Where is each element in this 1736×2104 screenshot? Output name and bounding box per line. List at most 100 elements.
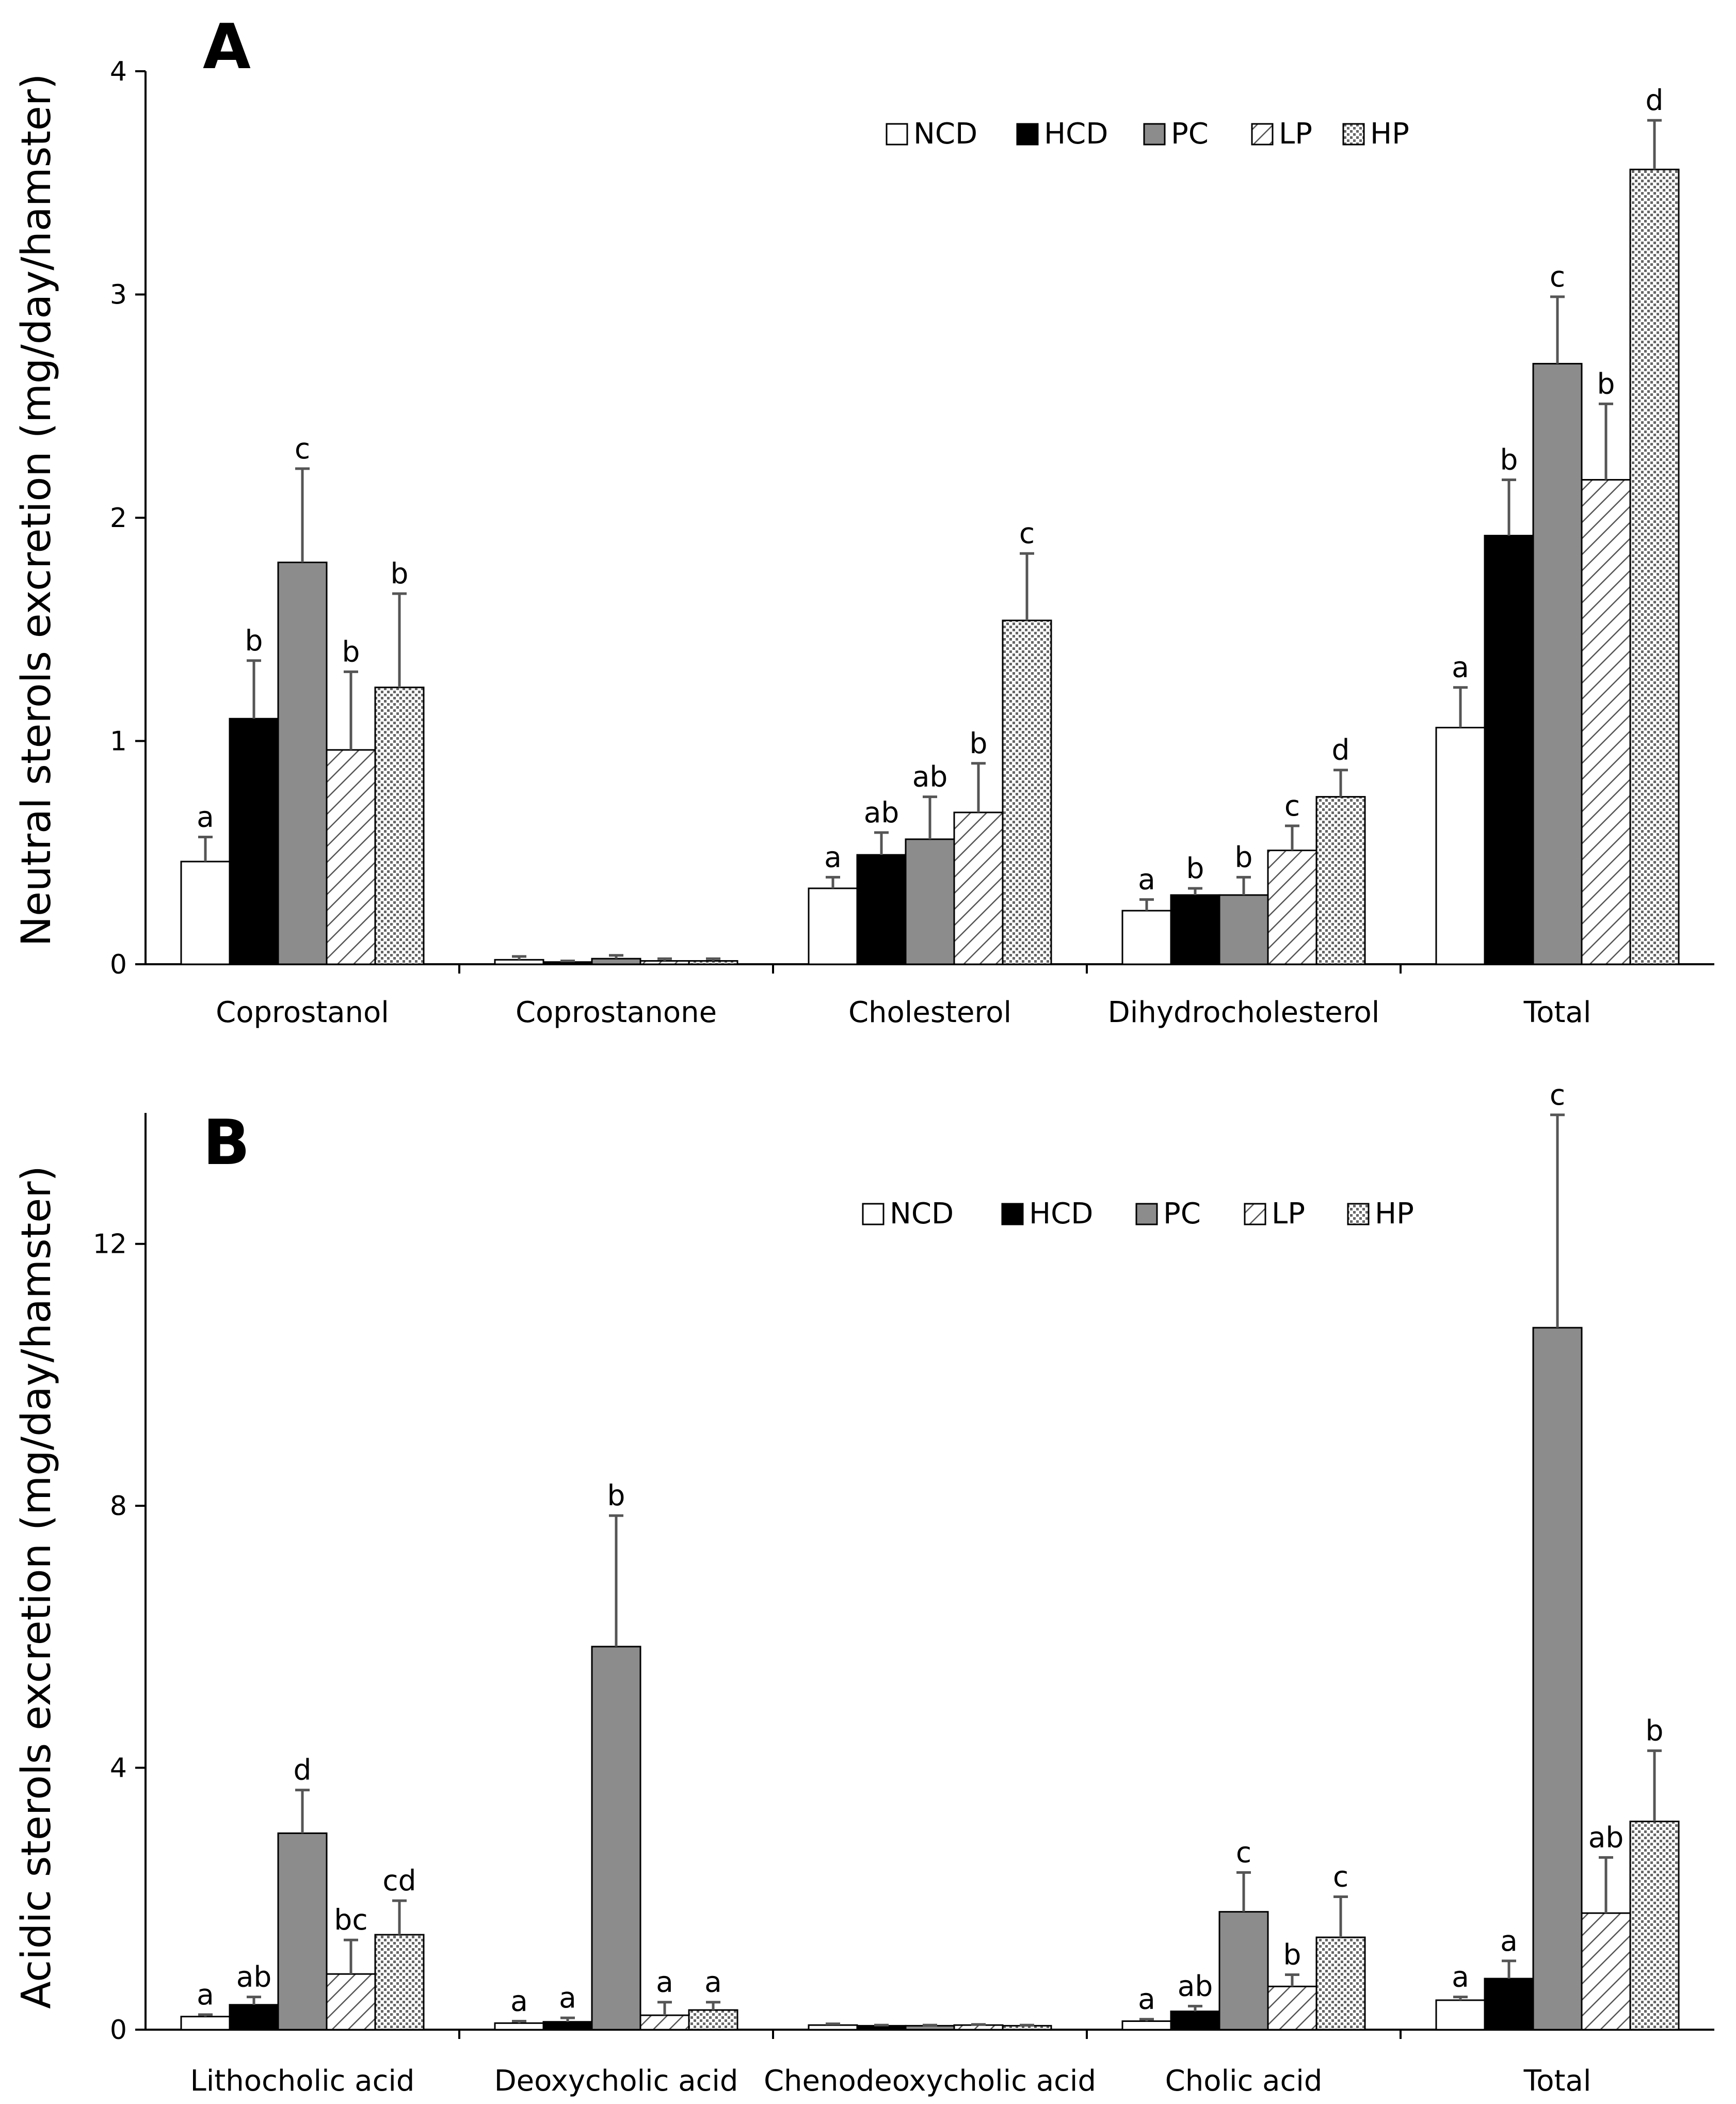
legend-item-hcd: HCD (1001, 1197, 1093, 1231)
bar-hcd (1484, 1978, 1534, 2031)
bar-pc (1218, 894, 1269, 965)
bar-hcd (1170, 2010, 1220, 2031)
legend-swatch (1251, 123, 1274, 146)
significance-letter: a (197, 1978, 214, 2011)
y-tick-label: 1 (110, 726, 127, 757)
bar-ncd (494, 2022, 544, 2031)
legend-label: LP (1279, 117, 1312, 151)
significance-letter: bc (334, 1903, 367, 1936)
significance-letter: b (970, 727, 988, 760)
x-tick-label: Lithocholic acid (190, 2064, 415, 2098)
x-tick-label: Chenodeoxycholic acid (764, 2064, 1096, 2098)
significance-letter: d (294, 1754, 312, 1787)
significance-letter: c (1550, 260, 1565, 293)
legend-swatch (1016, 123, 1039, 146)
panel-a-chart: A Neutral sterols excretion (mg/day/hams… (13, 11, 1714, 1029)
legend-swatch (1001, 1203, 1024, 1225)
legend-swatch (1244, 1203, 1266, 1225)
significance-letter: a (1138, 1983, 1155, 2016)
panel-b-legend: NCD HCD PC LP HP (862, 1197, 1414, 1231)
significance-letter: b (1186, 852, 1204, 885)
significance-letter: a (656, 1966, 673, 1999)
bar-ncd (494, 959, 544, 965)
bar-hp (1629, 168, 1680, 965)
bar-hcd (229, 718, 279, 965)
significance-letter: a (1500, 1924, 1518, 1957)
y-tick-label: 2 (110, 503, 127, 534)
bar-ncd (180, 860, 231, 965)
panel-a-legend: NCD HCD PC LP HP (886, 117, 1409, 151)
bar-ncd (1121, 2020, 1172, 2031)
legend-item-lp: LP (1251, 117, 1312, 151)
bar-hp (1629, 1821, 1680, 2031)
bar-hp (374, 1934, 425, 2031)
significance-letter: b (1235, 840, 1253, 873)
significance-letter: c (1333, 1860, 1348, 1893)
panel-a-axes: 0 1 2 3 4 Coprostanol Coprostanone Cholesterol D… (110, 56, 1714, 1029)
significance-letter: a (1452, 1960, 1469, 1994)
legend-swatch (1135, 1203, 1158, 1225)
significance-letter: a (510, 1985, 528, 2018)
significance-letter: b (607, 1479, 625, 1512)
bar-hcd (856, 854, 907, 965)
significance-letter: b (1283, 1938, 1301, 1971)
bar-lp (953, 2024, 1004, 2031)
legend-item-hcd: HCD (1016, 117, 1108, 151)
panel-b-y-axis-label: Acidic sterols excretion (mg/day/hamster… (13, 1166, 60, 2009)
bar-hcd (1484, 535, 1534, 965)
significance-letter: b (391, 557, 409, 590)
bar-hp (1002, 619, 1052, 965)
legend-swatch (1342, 123, 1365, 146)
bar-pc (905, 838, 955, 965)
bar-lp (1267, 849, 1317, 965)
panel-a-letter: A (203, 11, 251, 83)
panel-b-chart: B Acidic sterols excretion (mg/day/hamst… (13, 1078, 1714, 2098)
bar-pc (1532, 363, 1583, 965)
legend-label: HP (1370, 117, 1409, 151)
legend-label: HCD (1044, 117, 1108, 151)
panel-a-y-axis-label: Neutral sterols excretion (mg/day/hamste… (13, 74, 60, 947)
y-tick-label: 3 (110, 280, 127, 311)
bar-hp (688, 2009, 738, 2031)
legend-swatch (862, 1203, 885, 1225)
bar-pc (591, 958, 641, 965)
y-tick-label: 12 (93, 1229, 127, 1260)
legend-label: NCD (913, 117, 977, 151)
bar-pc (277, 1832, 328, 2031)
bar-pc (277, 562, 328, 965)
y-tick-label: 0 (110, 949, 127, 980)
bar-lp (953, 811, 1004, 965)
legend-label: HP (1375, 1197, 1414, 1231)
bar-lp (639, 960, 690, 965)
y-tick-label: 0 (110, 2015, 127, 2046)
significance-letter: a (559, 1981, 576, 2014)
bar-pc (591, 1646, 641, 2031)
significance-letter: b (1597, 367, 1615, 400)
x-tick-label: Cholic acid (1165, 2064, 1323, 2098)
bar-lp (1581, 479, 1631, 965)
significance-letter: b (245, 624, 263, 657)
bar-hp (374, 687, 425, 965)
legend-item-ncd: NCD (862, 1197, 954, 1231)
x-tick-label: Deoxycholic acid (494, 2064, 738, 2098)
bar-ncd (180, 2016, 231, 2031)
significance-letter: b (1646, 1714, 1664, 1747)
y-tick-label: 8 (110, 1491, 127, 1522)
legend-item-hp: HP (1347, 1197, 1414, 1231)
legend-swatch (1143, 123, 1166, 146)
bar-lp (1267, 1985, 1317, 2031)
bar-lp (639, 2014, 690, 2031)
significance-letter: d (1332, 734, 1350, 767)
significance-letter: ab (912, 760, 948, 793)
bar-hcd (229, 2004, 279, 2031)
significance-letter: c (295, 432, 310, 465)
legend-swatch (886, 123, 908, 146)
y-tick-label: 4 (110, 56, 127, 87)
significance-letter: ab (864, 796, 899, 829)
bar-lp (1581, 1912, 1631, 2031)
bar-pc (1532, 1327, 1583, 2031)
x-tick-label: Dihydrocholesterol (1108, 996, 1380, 1029)
bar-hp (688, 960, 738, 965)
